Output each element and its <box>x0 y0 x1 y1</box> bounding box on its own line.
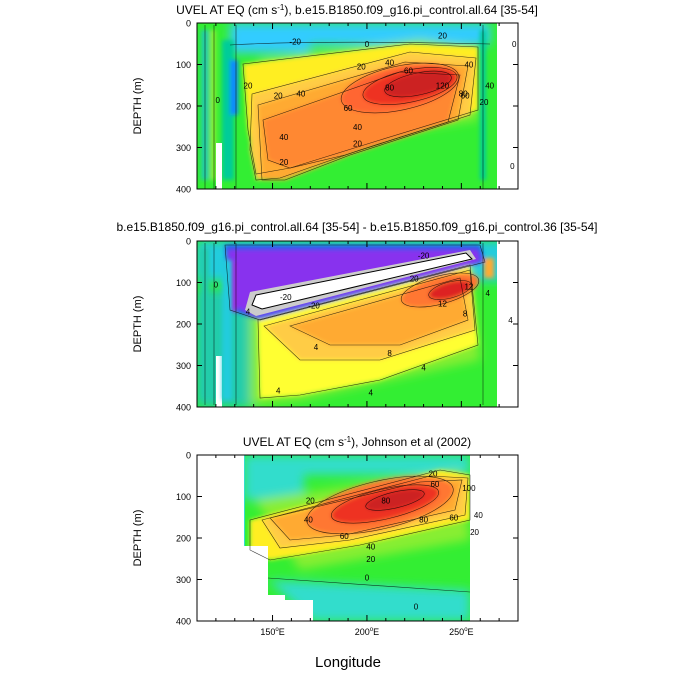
contour-label-1-6: 12 <box>464 283 473 292</box>
contour-label-2-2: 100 <box>462 484 476 493</box>
contour-label-0-7: 80 <box>385 83 394 92</box>
panel-observations: UVEL AT EQ (cm s-1), Johnson et al (2002… <box>132 435 519 637</box>
contour-label-0-16: 60 <box>344 104 353 113</box>
contour-label-1-14: 4 <box>246 308 251 317</box>
contour-label-0-9: 80 <box>459 90 468 99</box>
contour-label-1-9: 4 <box>314 343 319 352</box>
x-tick-label-2: 250oE <box>449 627 473 637</box>
contour-label-0-5: 40 <box>385 58 394 67</box>
contour-label-1-2: -20 <box>308 301 320 310</box>
contour-label-2-5: 80 <box>381 497 390 506</box>
contour-label-2-12: 20 <box>366 555 375 564</box>
contour-label-1-8: 8 <box>387 349 392 358</box>
panel-2-title: b.e15.B1850.f09_g16.pi_control.all.64 [3… <box>116 220 597 234</box>
y-tick-label-1-2: 200 <box>176 320 191 330</box>
contour-label-2-11: 40 <box>366 542 375 551</box>
contour-label-1-5: 8 <box>463 310 468 319</box>
contour-label-1-11: 4 <box>368 388 373 397</box>
y-tick-label-0-4: 400 <box>176 185 191 195</box>
contour-label-0-3: 0 <box>512 40 517 49</box>
contour-label-0-17: 40 <box>353 123 362 132</box>
panel-1-contour-field <box>197 23 518 189</box>
contour-label-1-4: 12 <box>438 299 447 308</box>
contour-label-1-13: 0 <box>214 281 219 290</box>
contour-label-0-4: 20 <box>357 63 366 72</box>
panel-3-ylabel: DEPTH (m) <box>132 510 144 567</box>
contour-label-2-9: 20 <box>470 528 479 537</box>
contour-label-0-1: 0 <box>365 40 370 49</box>
y-tick-label-2-0: 0 <box>186 451 191 461</box>
contour-label-2-3: 20 <box>306 497 315 506</box>
panel-1-ylabel: DEPTH (m) <box>132 78 144 135</box>
panel-model: UVEL AT EQ (cm s-1), b.e15.B1850.f09_g16… <box>132 3 538 195</box>
contour-label-2-8: 40 <box>474 511 483 520</box>
contour-label-2-10: 60 <box>340 532 349 541</box>
panel-1-title: UVEL AT EQ (cm s-1), b.e15.B1850.f09_g16… <box>176 3 538 17</box>
contour-label-1-15: 4 <box>508 316 513 325</box>
contour-label-0-23: 0 <box>510 162 515 171</box>
contour-label-0-8: 120 <box>436 81 450 90</box>
contour-label-0-18: 20 <box>353 139 362 148</box>
contour-label-2-6: 80 <box>419 515 428 524</box>
y-tick-label-0-1: 100 <box>176 60 191 70</box>
y-tick-label-1-4: 400 <box>176 403 191 413</box>
contour-label-0-0: -20 <box>289 38 301 47</box>
contour-label-2-0: 20 <box>429 470 438 479</box>
panel-3-contour-field <box>197 455 518 621</box>
contour-label-2-4: 40 <box>304 515 313 524</box>
contour-label-1-7: 4 <box>486 289 491 298</box>
contour-label-0-20: 20 <box>279 158 288 167</box>
panel-difference: b.e15.B1850.f09_g16.pi_control.all.64 [3… <box>116 220 597 413</box>
y-tick-label-0-0: 0 <box>186 19 191 29</box>
contour-label-2-1: 60 <box>430 480 439 489</box>
x-tick-label-0: 150oE <box>260 627 284 637</box>
panel-2-undefined-region <box>251 252 473 310</box>
y-tick-label-0-2: 200 <box>176 102 191 112</box>
contour-label-1-12: 4 <box>276 386 281 395</box>
contour-label-0-22: 0 <box>216 96 221 105</box>
panel-3-title: UVEL AT EQ (cm s-1), Johnson et al (2002… <box>243 435 471 449</box>
contour-label-2-7: 60 <box>449 513 458 522</box>
contour-label-1-0: -20 <box>418 252 430 261</box>
contour-label-0-14: 20 <box>274 92 283 101</box>
contour-label-0-11: 60 <box>461 92 470 101</box>
contour-label-1-10: 4 <box>421 364 426 373</box>
contour-label-1-1: -20 <box>280 293 292 302</box>
contour-label-2-14: 0 <box>414 602 419 611</box>
y-tick-label-1-0: 0 <box>186 237 191 247</box>
contour-label-0-19: 40 <box>279 133 288 142</box>
y-tick-label-2-3: 300 <box>176 575 191 585</box>
contour-label-2-13: 0 <box>365 573 370 582</box>
panel-2-contour-field <box>197 241 518 407</box>
y-tick-label-1-3: 300 <box>176 361 191 371</box>
contour-label-1-3: 20 <box>410 274 419 283</box>
x-axis-label: Longitude <box>315 654 381 671</box>
y-tick-label-0-3: 300 <box>176 143 191 153</box>
y-tick-label-1-1: 100 <box>176 278 191 288</box>
contour-label-0-12: 40 <box>485 81 494 90</box>
contour-label-0-6: 60 <box>404 67 413 76</box>
contour-label-0-10: 40 <box>464 61 473 70</box>
contour-label-0-13: 20 <box>480 98 489 107</box>
x-tick-label-1: 200oE <box>355 627 379 637</box>
contour-label-0-21: 20 <box>244 81 253 90</box>
contour-label-0-15: 40 <box>296 90 305 99</box>
y-tick-label-2-2: 200 <box>176 534 191 544</box>
y-tick-label-2-1: 100 <box>176 492 191 502</box>
panel-2-ylabel: DEPTH (m) <box>132 296 144 353</box>
y-tick-label-2-4: 400 <box>176 617 191 627</box>
contour-label-0-2: 20 <box>438 31 447 40</box>
